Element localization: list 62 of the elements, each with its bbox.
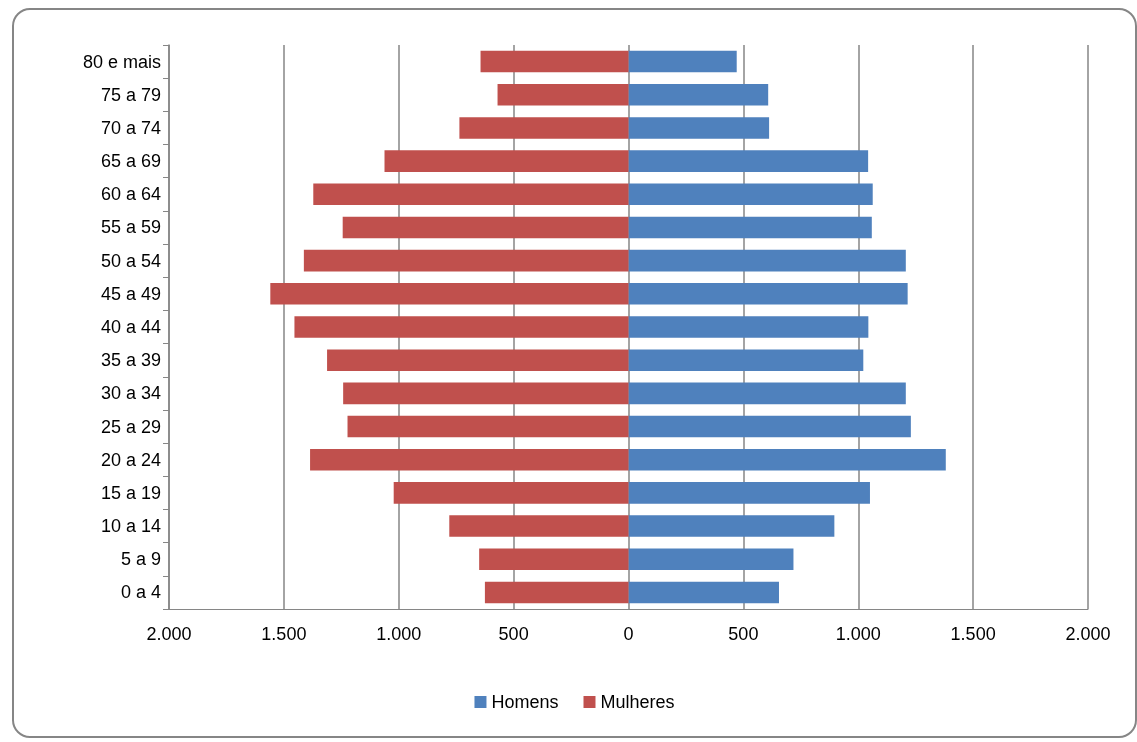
y-tick-label: 65 a 69 [100, 151, 161, 172]
bar [347, 415, 629, 438]
legend-label: Homens [491, 692, 559, 712]
y-tick-label: 55 a 59 [100, 217, 161, 238]
y-tick-label: 30 a 34 [100, 383, 161, 404]
x-tick-label: 1.000 [835, 624, 881, 644]
x-tick-label: 1.000 [376, 624, 422, 644]
bar [628, 515, 835, 537]
x-tick-label: 500 [728, 624, 759, 644]
bar [313, 183, 629, 206]
bar [628, 448, 946, 471]
bar [628, 283, 908, 305]
bar [628, 117, 770, 139]
bar [480, 50, 629, 73]
y-tick-label: 20 a 24 [100, 449, 161, 470]
bar [628, 50, 737, 73]
y-tick-label: 60 a 64 [100, 184, 161, 205]
bar [459, 117, 629, 139]
y-tick-label: 75 a 79 [100, 84, 161, 105]
x-tick-label: 2.000 [146, 624, 192, 644]
y-tick-label: 10 a 14 [100, 516, 161, 537]
bar [343, 382, 629, 405]
bar [497, 83, 629, 106]
y-tick-label: 45 a 49 [100, 283, 161, 304]
y-tick-label: 35 a 39 [100, 350, 161, 371]
bar [628, 382, 906, 405]
y-tick-label: 25 a 29 [100, 416, 161, 437]
bar [303, 249, 629, 272]
bar [310, 448, 629, 471]
bar [628, 150, 869, 172]
bar [294, 316, 629, 338]
y-tick-label: 5 a 9 [120, 549, 161, 570]
y-tick-label: 50 a 54 [100, 250, 161, 271]
bar [484, 581, 629, 604]
legend-label: Mulheres [600, 692, 675, 712]
bar [270, 283, 629, 305]
bar [628, 482, 870, 504]
y-tick-label: 15 a 19 [100, 482, 161, 503]
y-tick-label: 0 a 4 [120, 582, 161, 603]
bar [342, 216, 629, 239]
bar [628, 316, 869, 338]
bar [628, 548, 794, 571]
bar [628, 415, 911, 438]
bar [628, 581, 779, 604]
bar [327, 349, 629, 371]
bar [384, 150, 629, 172]
y-tick-label: 70 a 74 [100, 117, 161, 138]
bar [628, 83, 769, 106]
x-tick-label: 500 [498, 624, 529, 644]
y-tick-label: 80 e mais [82, 51, 161, 72]
x-tick-label: 1.500 [261, 624, 307, 644]
bar [628, 183, 873, 206]
y-tick-label: 40 a 44 [100, 317, 161, 337]
bar [628, 249, 906, 272]
x-tick-label: 0 [623, 624, 634, 644]
x-tick-label: 2.000 [1065, 624, 1111, 644]
bar [628, 216, 872, 239]
bar [393, 482, 629, 504]
bar [628, 349, 864, 371]
bar [449, 515, 629, 537]
bar [479, 548, 629, 571]
x-tick-label: 1.500 [950, 624, 996, 644]
